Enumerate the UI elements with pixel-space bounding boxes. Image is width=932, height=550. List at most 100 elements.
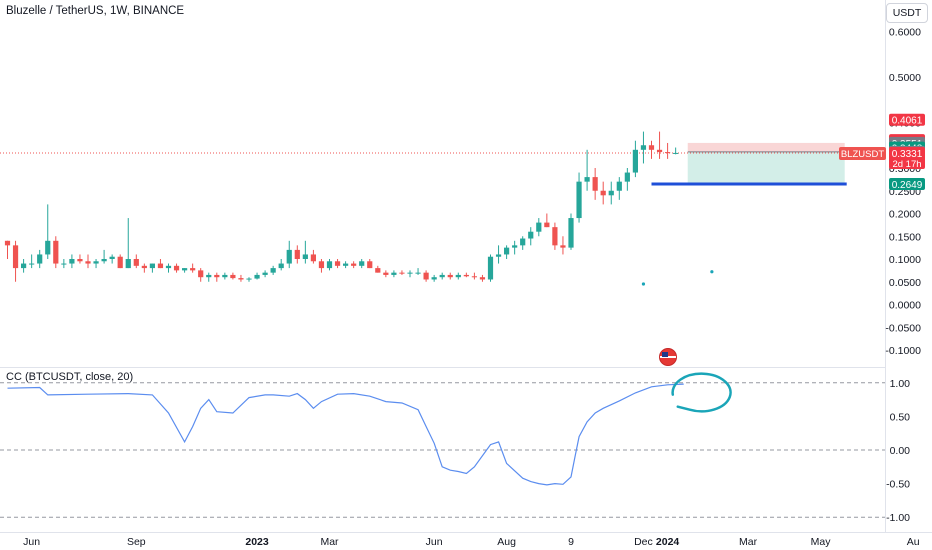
price-label-box bbox=[889, 146, 925, 169]
candle-body bbox=[182, 268, 188, 271]
symbol-label-box bbox=[839, 146, 886, 160]
candle-body bbox=[568, 218, 574, 248]
price-tick-label: 0.0000 bbox=[889, 300, 921, 312]
price-label-box bbox=[889, 177, 925, 190]
candle-body bbox=[415, 272, 421, 274]
candle-body bbox=[37, 254, 43, 264]
take-profit-zone bbox=[687, 151, 845, 184]
time-tick-label: Sep bbox=[127, 536, 146, 548]
price-tick-label: -0.0500 bbox=[885, 322, 921, 334]
indicator-title: CC (BTCUSDT, close, 20) bbox=[6, 371, 134, 383]
signal-dot bbox=[641, 282, 646, 286]
candle-body bbox=[222, 274, 228, 278]
candle-body bbox=[101, 259, 107, 262]
time-tick-label: Aug bbox=[497, 536, 516, 548]
currency-button[interactable]: USDT bbox=[886, 3, 928, 23]
candle-body bbox=[407, 272, 413, 274]
time-tick-label: May bbox=[811, 536, 832, 548]
candle-body bbox=[640, 145, 647, 150]
candle-body bbox=[359, 261, 365, 266]
candle-body bbox=[109, 256, 115, 259]
price-tick-label: 0.6000 bbox=[889, 27, 921, 39]
candle-body bbox=[592, 177, 598, 191]
candle-body bbox=[632, 149, 638, 173]
candle-body bbox=[77, 259, 83, 262]
candle-body bbox=[198, 270, 204, 278]
candle-body bbox=[246, 278, 252, 280]
candle-body bbox=[270, 268, 276, 273]
candle-body bbox=[439, 274, 445, 278]
candle-body bbox=[61, 263, 67, 265]
candle-body bbox=[157, 263, 164, 269]
candle-body bbox=[656, 149, 663, 153]
candle-body bbox=[93, 261, 99, 264]
candle-body bbox=[294, 249, 300, 259]
candle-body bbox=[278, 263, 284, 269]
candle-body bbox=[608, 190, 614, 196]
candle-body bbox=[520, 238, 526, 246]
indicator-tick-label: -0.50 bbox=[886, 479, 910, 491]
candle-body bbox=[343, 263, 349, 266]
time-tick-label: Dec bbox=[634, 536, 653, 548]
candle-body bbox=[334, 261, 341, 266]
candle-body bbox=[552, 227, 558, 246]
candle-body bbox=[206, 274, 212, 278]
candle-body bbox=[133, 259, 139, 266]
candle-body bbox=[479, 277, 486, 280]
candle-body bbox=[584, 177, 590, 182]
price-tick-label: 0.1500 bbox=[889, 231, 921, 243]
time-tick-label: Jun bbox=[426, 536, 443, 548]
candle-body bbox=[399, 272, 405, 274]
candle-body bbox=[576, 181, 582, 219]
price-label-box bbox=[889, 113, 925, 126]
time-tick-label: Jun bbox=[23, 536, 40, 548]
time-tick-label: Mar bbox=[320, 536, 339, 548]
time-tick-label: 2023 bbox=[245, 536, 269, 548]
candle-body bbox=[214, 274, 220, 278]
indicator-line bbox=[7, 383, 684, 486]
candle-body bbox=[375, 268, 381, 273]
candle-body bbox=[230, 274, 236, 279]
candle-body bbox=[4, 240, 11, 246]
candle-body bbox=[528, 231, 534, 239]
candle-body bbox=[351, 263, 357, 266]
candle-body bbox=[53, 240, 59, 264]
candle-body bbox=[536, 222, 542, 232]
candle-body bbox=[463, 274, 469, 277]
candle-body bbox=[302, 254, 308, 259]
time-tick-label: 9 bbox=[568, 536, 574, 548]
candle-body bbox=[45, 240, 51, 255]
annotation-ellipse bbox=[671, 372, 732, 413]
price-tick-label: 0.2000 bbox=[889, 209, 921, 221]
candle-body bbox=[504, 247, 510, 255]
candle-body bbox=[544, 222, 550, 228]
candle-body bbox=[149, 263, 155, 269]
price-label-text: 0.4061 bbox=[892, 116, 923, 127]
indicator-tick-label: -1.00 bbox=[886, 512, 910, 524]
candle-body bbox=[12, 245, 19, 269]
candle-body bbox=[254, 274, 260, 279]
candle-body bbox=[423, 272, 429, 280]
candle-body bbox=[190, 268, 196, 271]
candle-body bbox=[495, 254, 502, 257]
time-tick-label: Mar bbox=[739, 536, 758, 548]
us-flag-icon[interactable] bbox=[659, 348, 677, 366]
candle-body bbox=[512, 245, 518, 248]
candle-body bbox=[173, 265, 180, 271]
candle-body bbox=[383, 272, 389, 275]
candle-body bbox=[455, 274, 461, 278]
time-tick-label: Au bbox=[907, 536, 920, 548]
candle-body bbox=[286, 249, 292, 264]
indicator-tick-label: 0.00 bbox=[890, 445, 911, 457]
candle-body bbox=[471, 276, 477, 278]
candle-body bbox=[165, 265, 172, 269]
candle-body bbox=[391, 272, 397, 275]
candle-body bbox=[665, 152, 671, 154]
price-label-text: 0.2649 bbox=[892, 180, 923, 191]
candle-body bbox=[141, 265, 147, 269]
price-tick-label: 0.0500 bbox=[889, 277, 921, 289]
candle-body bbox=[624, 172, 630, 182]
price-tick-label: -0.1000 bbox=[885, 345, 921, 357]
candle-body bbox=[21, 263, 27, 269]
